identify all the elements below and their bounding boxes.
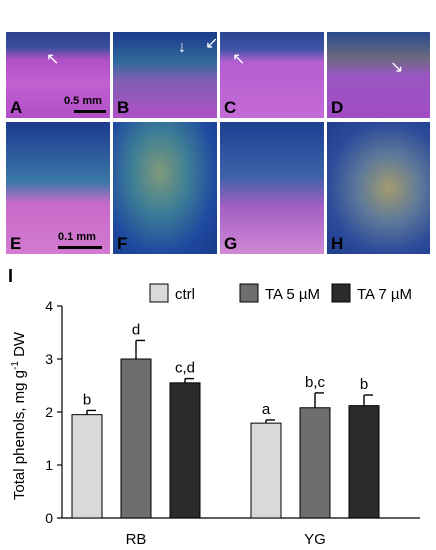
arrow-icon: ↓ (178, 39, 186, 56)
bar-chart: I 0 1 2 3 4 Total phenols, mg g-1 DW b d c,d RB a b,… (8, 266, 420, 548)
micrograph-panel-h: H (327, 122, 430, 254)
y-tick-label: 4 (45, 298, 53, 314)
significance-label: a (262, 401, 271, 418)
legend-label: ctrl (175, 286, 195, 303)
legend-swatch (149, 283, 169, 303)
bar-yg-1 (299, 407, 331, 519)
scale-bar-top (74, 110, 106, 113)
significance-label: d (132, 321, 140, 338)
arrow-icon: ↖ (46, 51, 60, 68)
panel-letter: C (224, 98, 237, 117)
micrograph-panel-g: G (220, 122, 324, 254)
bar-rb-0 (71, 414, 103, 519)
bar-rb-2 (169, 382, 201, 519)
micrograph-panel-c: C (220, 32, 324, 118)
x-category-label: YG (304, 531, 326, 548)
micrograph-panel-f: F (113, 122, 217, 254)
chart-panel-letter: I (8, 266, 13, 286)
y-tick-label: 1 (45, 457, 53, 473)
legend-swatch (331, 283, 351, 303)
significance-label: b (83, 391, 91, 408)
significance-label: b (360, 376, 368, 393)
panel-letter: F (117, 234, 128, 253)
legend-label: TA 7 µM (357, 286, 412, 303)
panel-letter: A (10, 98, 23, 117)
panel-letter: D (331, 98, 344, 117)
scale-bar-bottom (58, 246, 102, 249)
panel-letter: E (10, 234, 22, 253)
legend-label: TA 5 µM (265, 286, 320, 303)
scale-bar-label-bottom: 0.1 mm (58, 231, 96, 243)
significance-label: b,c (305, 374, 326, 391)
bar-yg-2 (348, 405, 380, 519)
arrow-icon: ↖ (232, 51, 246, 68)
micrograph-panel-b: B (113, 32, 217, 118)
bar-rb-1 (120, 358, 152, 519)
y-axis-label: Total phenols, mg g-1 DW (10, 331, 28, 500)
micrograph-panel-d: D (327, 32, 430, 118)
panel-letter: B (117, 98, 130, 117)
x-category-label: RB (126, 531, 147, 548)
bar-yg-0 (250, 422, 282, 519)
micrograph-panel-a: A (6, 32, 110, 118)
panel-letter: G (224, 234, 238, 253)
y-tick-label: 0 (45, 510, 53, 526)
arrow-icon: ↘ (390, 59, 404, 76)
y-tick-label: 2 (45, 404, 53, 420)
scale-bar-label-top: 0.5 mm (64, 95, 102, 107)
legend-swatch (239, 283, 259, 303)
arrow-icon: ↙ (205, 35, 219, 52)
significance-label: c,d (175, 360, 195, 377)
micrograph-panel-e: E (6, 122, 110, 254)
panel-letter: H (331, 234, 344, 253)
y-tick-label: 3 (45, 351, 53, 367)
